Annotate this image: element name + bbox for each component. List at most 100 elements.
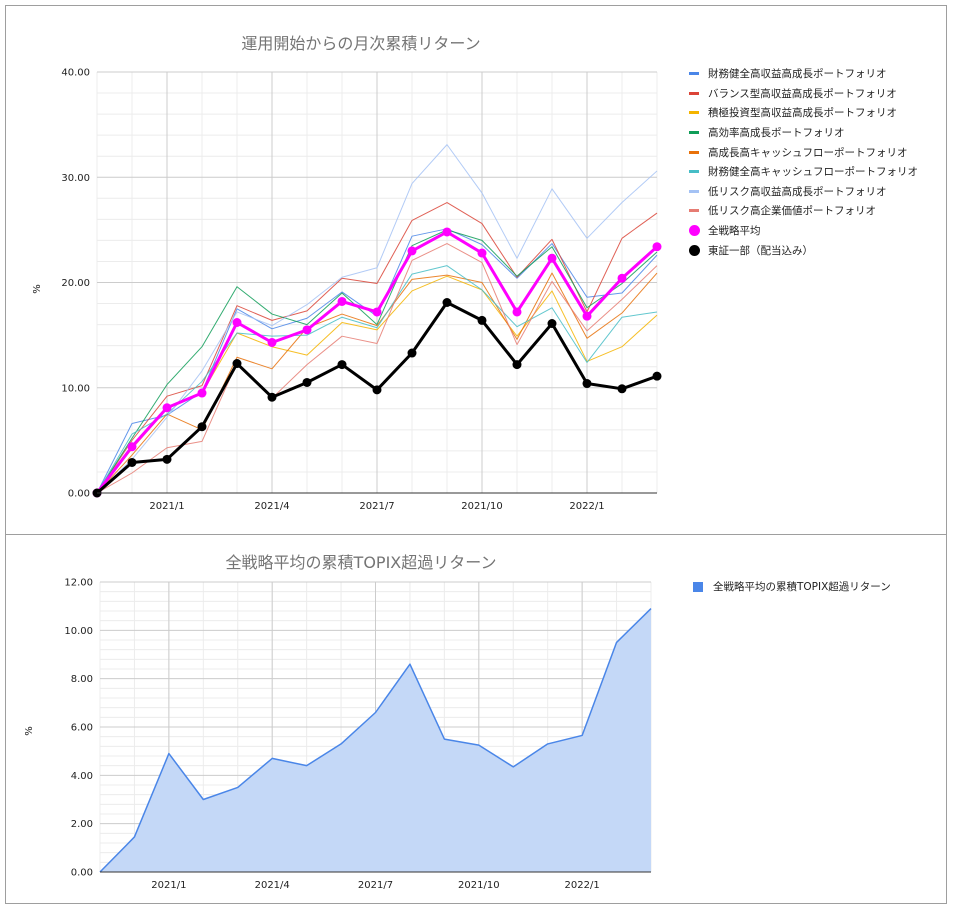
data-point [267,337,277,347]
data-point [302,377,312,387]
series-line [96,265,658,494]
data-point [547,319,557,329]
data-point [372,385,382,395]
legend-item: 全戦略平均 [689,221,918,241]
chart-title: 全戦略平均の累積TOPIX超過リターン [225,553,497,572]
legend-swatch [689,111,699,115]
data-point [337,360,347,370]
legend-item: 低リスク高収益高成長ポートフォリオ [689,182,918,202]
y-tick-label: 30.00 [61,173,90,184]
data-point [582,379,592,389]
x-tick-label: 2021/10 [458,880,500,891]
legend-label: 高成長高キャッシュフローポートフォリオ [708,146,908,159]
y-axis-label: % [32,284,43,294]
x-tick-label: 2021/10 [461,501,503,512]
legend-item: 全戦略平均の累積TOPIX超過リターン [693,577,891,597]
series-line [96,229,658,494]
y-tick-label: 10.00 [61,383,90,394]
data-point [197,388,207,398]
legend-item: 高成長高キャッシュフローポートフォリオ [689,142,918,162]
data-point [512,360,522,370]
y-axis-label: % [24,726,35,736]
data-point [407,246,417,256]
x-tick-label: 2021/7 [358,880,393,891]
legend-label: 低リスク高収益高成長ポートフォリオ [708,185,887,198]
legend-swatch [693,581,703,592]
data-point [162,454,172,464]
data-point [512,307,522,317]
data-point [477,248,487,258]
series-line [96,243,658,494]
y-tick-label: 8.00 [71,674,93,685]
series-line [96,272,658,494]
data-point [477,315,487,325]
legend-label: 低リスク高企業価値ポートフォリオ [708,205,876,218]
y-tick-label: 40.00 [61,68,90,79]
data-point [407,348,417,358]
data-point [127,442,137,452]
legend-label: 全戦略平均 [708,225,761,238]
data-point [652,242,662,252]
chart-title: 運用開始からの月次累積リターン [241,34,481,53]
x-tick-label: 2021/4 [255,880,290,891]
series-line [99,608,652,873]
y-tick-label: 12.00 [64,578,93,589]
x-tick-label: 2021/7 [359,501,394,512]
legend-swatch [689,131,699,135]
legend-label: 全戦略平均の累積TOPIX超過リターン [713,581,891,594]
excess-return-chart-panel: 全戦略平均の累積TOPIX超過リターン 0.00 2.00 4.00 6.00 8.00… [5,535,947,904]
series-line [96,202,658,494]
x-tick-label: 2022/1 [565,880,600,891]
legend-label: 財務健全高キャッシュフローポートフォリオ [708,166,918,179]
data-point [127,457,137,467]
legend-item: 東証一部（配当込み） [689,240,918,260]
data-point [232,317,242,327]
legend-label: 東証一部（配当込み） [708,244,813,257]
y-tick-label: 4.00 [71,771,93,782]
series-line [96,144,658,494]
y-tick-label: 20.00 [61,278,90,289]
legend-swatch [689,209,699,213]
legend-item: 財務健全高キャッシュフローポートフォリオ [689,162,918,182]
chart-legend: 全戦略平均の累積TOPIX超過リターン [693,577,891,597]
x-tick-label: 2022/1 [569,501,604,512]
x-tick-label: 2021/4 [254,501,289,512]
legend-label: バランス型高収益高成長ポートフォリオ [708,87,897,100]
chart-legend: 財務健全高収益高成長ポートフォリオバランス型高収益高成長ポートフォリオ 積極投資型… [689,64,918,260]
legend-label: 高効率高成長ポートフォリオ [708,127,845,140]
legend-swatch [689,244,700,256]
data-point [267,392,277,402]
legend-swatch [689,91,699,95]
data-point [652,371,662,381]
legend-swatch [689,225,700,237]
data-point [617,384,627,394]
cumulative-return-chart-panel: 運用開始からの月次累積リターン 0.00 10.00 20.00 30.00 40.00… [5,5,947,535]
data-point [617,273,627,283]
legend-item: 財務健全高収益高成長ポートフォリオ [689,64,918,84]
data-point [442,297,452,307]
y-tick-label: 10.00 [64,626,93,637]
data-point [302,325,312,335]
y-tick-label: 6.00 [71,723,93,734]
area-fill [100,608,651,872]
legend-item: 高効率高成長ポートフォリオ [689,123,918,143]
legend-item: バランス型高収益高成長ポートフォリオ [689,84,918,104]
legend-item: 低リスク高企業価値ポートフォリオ [689,201,918,221]
legend-label: 積極投資型高収益高成長ポートフォリオ [708,107,897,120]
y-tick-label: 0.00 [71,868,93,879]
legend-swatch [689,150,699,154]
y-tick-label: 2.00 [71,819,93,830]
data-point [197,422,207,432]
legend-swatch [689,170,699,174]
data-point [582,311,592,321]
data-point [547,253,557,263]
cumulative-return-chart: 0.00 10.00 20.00 30.00 40.00 2021/1 2021/4 2021… [32,68,662,512]
x-tick-label: 2021/1 [151,880,186,891]
data-point [232,359,242,369]
data-point [337,296,347,306]
data-point [442,227,452,237]
data-point [372,307,382,317]
excess-return-chart: 0.00 2.00 4.00 6.00 8.00 10.00 12.00 2021/1 2021… [24,578,652,891]
legend-swatch [689,72,699,76]
legend-swatch [689,189,699,193]
